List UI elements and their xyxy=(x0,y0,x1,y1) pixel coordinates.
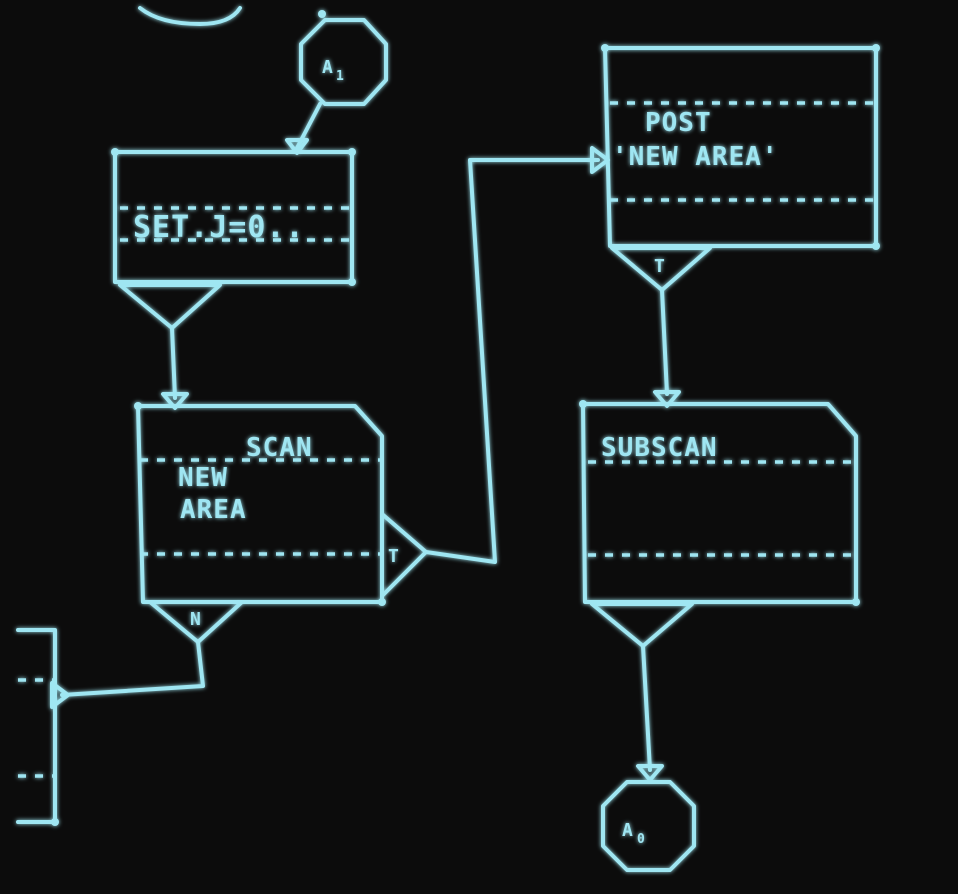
post-box-line2: 'NEW AREA' xyxy=(612,142,779,172)
arrowhead-into-subscan xyxy=(653,390,681,408)
scan-true-triangle xyxy=(380,512,428,598)
connector-a1-subscript: 1 xyxy=(336,69,345,84)
connector-a0-subscript: 0 xyxy=(637,832,646,847)
scan-box-header: SCAN xyxy=(246,433,313,463)
post-exit-triangle xyxy=(610,246,712,292)
subscan-exit-triangle xyxy=(590,602,694,648)
edge-scan-false-to-left xyxy=(60,640,205,697)
scan-true-label: T xyxy=(388,546,400,567)
left-partial-box xyxy=(16,628,59,826)
connector-a1-letter: A xyxy=(322,57,334,78)
connector-a0[interactable]: A 0 xyxy=(601,780,696,872)
subscan-box-header: SUBSCAN xyxy=(601,433,718,463)
scan-false-label: N xyxy=(190,609,202,630)
scan-false-branch: N xyxy=(148,600,244,644)
connector-a1[interactable]: A 1 xyxy=(299,10,388,106)
connector-a1-octagon xyxy=(299,18,388,106)
scan-box[interactable]: SCAN NEW AREA xyxy=(134,402,386,606)
set-exit-triangle xyxy=(118,283,222,330)
connector-a0-octagon xyxy=(601,780,696,872)
edge-subscan-to-a0 xyxy=(641,644,652,772)
edge-set-to-scan xyxy=(170,326,177,400)
subscan-box[interactable]: SUBSCAN xyxy=(579,400,860,606)
connector-a0-letter: A xyxy=(622,820,634,841)
scan-true-branch: T xyxy=(380,512,428,598)
scan-box-line2: AREA xyxy=(180,495,247,525)
edge-post-to-subscan xyxy=(660,288,669,396)
edge-scan-true-to-post xyxy=(424,158,600,564)
arrowhead-into-set xyxy=(285,138,309,155)
subscan-box-frame xyxy=(581,402,858,604)
arrowhead-into-scan xyxy=(161,392,189,410)
scan-box-line1: NEW xyxy=(178,463,228,493)
arrowhead-into-a0 xyxy=(636,764,664,782)
scan-false-triangle xyxy=(148,600,244,644)
offscreen-shape-top xyxy=(138,6,242,26)
post-box-line1: POST xyxy=(645,108,712,138)
left-partial-box-frame xyxy=(16,628,57,824)
arrowhead-into-post xyxy=(590,146,610,174)
post-box[interactable]: POST 'NEW AREA' xyxy=(601,44,880,250)
arrowhead-into-left-box xyxy=(50,681,70,709)
post-exit-label: T xyxy=(654,256,666,277)
post-exit-branch: T xyxy=(610,246,712,292)
set-box[interactable]: SET.J=0.. xyxy=(111,148,356,286)
set-box-label: SET.J=0.. xyxy=(133,210,305,245)
